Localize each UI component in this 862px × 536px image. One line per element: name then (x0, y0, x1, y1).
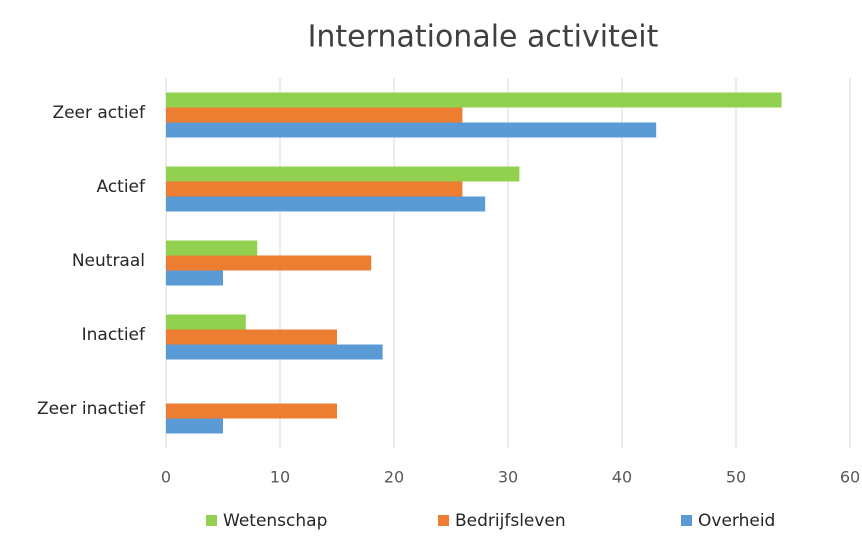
x-tick-label: 40 (612, 468, 632, 487)
bar (166, 122, 657, 138)
bar (166, 403, 337, 419)
y-tick-label: Zeer actief (52, 103, 146, 123)
bar (166, 344, 383, 360)
x-tick-label: 10 (270, 468, 290, 487)
x-tick-label: 0 (161, 468, 171, 487)
bar (166, 418, 223, 434)
bar (166, 240, 258, 256)
bar (166, 255, 372, 271)
bar (166, 270, 223, 286)
legend-swatch (206, 515, 217, 526)
y-tick-label: Neutraal (72, 251, 145, 271)
chart-title: Internationale activiteit (308, 20, 659, 55)
bar (166, 92, 782, 108)
bar (166, 329, 337, 345)
y-tick-label: Actief (96, 177, 146, 197)
bar (166, 181, 463, 197)
x-tick-label: 30 (498, 468, 518, 487)
y-tick-label: Zeer inactief (37, 399, 146, 419)
bar (166, 107, 463, 123)
legend-swatch (438, 515, 449, 526)
legend-swatch (681, 515, 692, 526)
bar (166, 166, 520, 182)
bar (166, 196, 486, 212)
legend-label: Wetenschap (223, 511, 327, 531)
bar (166, 314, 246, 330)
legend-label: Overheid (698, 511, 775, 531)
legend-label: Bedrijfsleven (455, 511, 566, 531)
x-tick-label: 60 (840, 468, 860, 487)
y-tick-label: Inactief (82, 325, 146, 345)
x-tick-label: 20 (384, 468, 404, 487)
x-tick-label: 50 (726, 468, 746, 487)
